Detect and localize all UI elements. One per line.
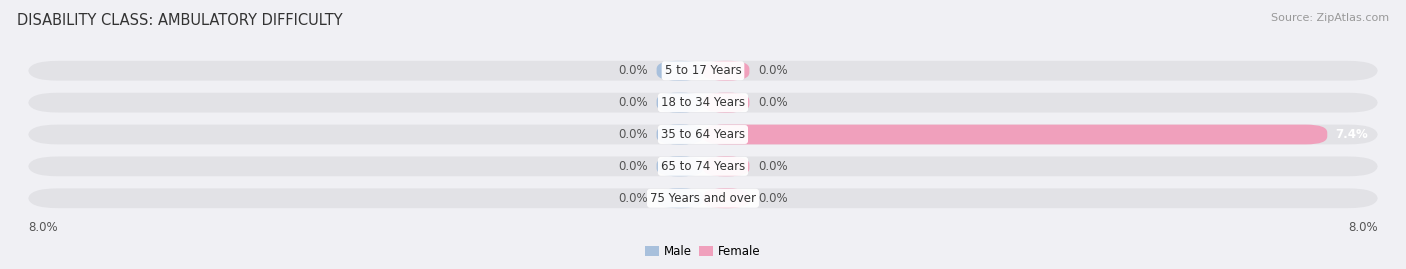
FancyBboxPatch shape: [657, 61, 703, 81]
Text: 0.0%: 0.0%: [619, 128, 648, 141]
Text: 75 Years and over: 75 Years and over: [650, 192, 756, 205]
FancyBboxPatch shape: [703, 125, 1327, 144]
Text: 0.0%: 0.0%: [758, 96, 787, 109]
FancyBboxPatch shape: [703, 157, 749, 176]
FancyBboxPatch shape: [28, 157, 1378, 176]
FancyBboxPatch shape: [657, 188, 703, 208]
FancyBboxPatch shape: [28, 93, 1378, 112]
Text: 5 to 17 Years: 5 to 17 Years: [665, 64, 741, 77]
FancyBboxPatch shape: [703, 93, 749, 112]
Text: 0.0%: 0.0%: [619, 64, 648, 77]
Text: 0.0%: 0.0%: [758, 160, 787, 173]
Text: 7.4%: 7.4%: [1336, 128, 1368, 141]
FancyBboxPatch shape: [657, 125, 703, 144]
FancyBboxPatch shape: [657, 157, 703, 176]
Text: 8.0%: 8.0%: [28, 221, 58, 233]
FancyBboxPatch shape: [28, 188, 1378, 208]
Legend: Male, Female: Male, Female: [641, 240, 765, 263]
Text: 65 to 74 Years: 65 to 74 Years: [661, 160, 745, 173]
FancyBboxPatch shape: [28, 61, 1378, 81]
Text: 0.0%: 0.0%: [619, 96, 648, 109]
FancyBboxPatch shape: [703, 188, 749, 208]
Text: 35 to 64 Years: 35 to 64 Years: [661, 128, 745, 141]
Text: 8.0%: 8.0%: [1348, 221, 1378, 233]
FancyBboxPatch shape: [703, 61, 749, 81]
Text: 0.0%: 0.0%: [619, 192, 648, 205]
FancyBboxPatch shape: [657, 93, 703, 112]
Text: 0.0%: 0.0%: [758, 64, 787, 77]
Text: 0.0%: 0.0%: [758, 192, 787, 205]
FancyBboxPatch shape: [28, 125, 1378, 144]
Text: DISABILITY CLASS: AMBULATORY DIFFICULTY: DISABILITY CLASS: AMBULATORY DIFFICULTY: [17, 13, 343, 29]
Text: Source: ZipAtlas.com: Source: ZipAtlas.com: [1271, 13, 1389, 23]
Text: 18 to 34 Years: 18 to 34 Years: [661, 96, 745, 109]
Text: 0.0%: 0.0%: [619, 160, 648, 173]
